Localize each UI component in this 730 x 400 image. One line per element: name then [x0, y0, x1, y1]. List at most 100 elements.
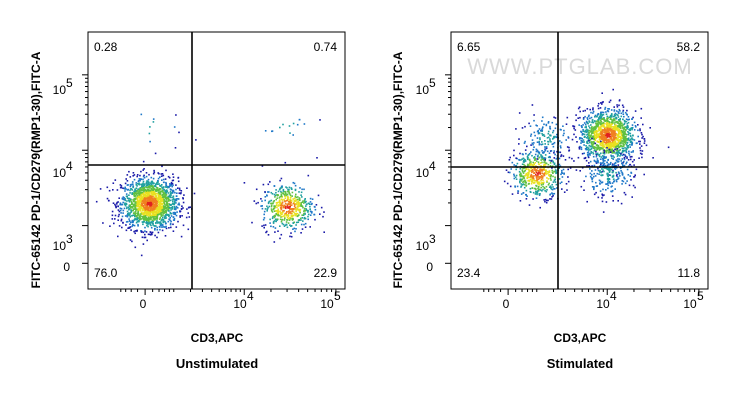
- event-dot: [147, 211, 149, 213]
- event-dot: [532, 177, 534, 179]
- event-dot: [615, 116, 618, 119]
- event-dot: [622, 140, 624, 142]
- x-tick-label: 0: [503, 297, 510, 311]
- event-dot: [608, 141, 610, 143]
- event-dot: [560, 154, 563, 156]
- event-dot: [123, 197, 126, 199]
- event-dot: [559, 140, 561, 142]
- event-dot: [624, 138, 627, 140]
- event-dot: [295, 193, 297, 196]
- event-dot: [601, 193, 603, 196]
- event-dot: [169, 190, 172, 193]
- event-dot: [99, 188, 102, 190]
- event-dot: [274, 218, 277, 221]
- event-dot: [613, 139, 615, 141]
- event-dot: [120, 212, 122, 214]
- event-dot: [541, 150, 543, 152]
- event-dot: [537, 130, 539, 133]
- event-dot: [526, 195, 528, 197]
- event-dot: [142, 180, 145, 183]
- event-dot: [614, 117, 617, 119]
- event-dot: [536, 190, 539, 192]
- event-dot: [522, 177, 525, 179]
- event-dot: [149, 182, 151, 184]
- event-dot: [543, 135, 546, 137]
- event-dot: [134, 207, 137, 209]
- event-dot: [169, 207, 172, 209]
- event-dot: [131, 240, 133, 243]
- event-dot: [291, 215, 294, 218]
- event-dot: [118, 213, 120, 216]
- event-dot: [600, 111, 602, 114]
- event-dot: [140, 113, 143, 116]
- event-dot: [606, 126, 609, 129]
- event-dot: [586, 148, 589, 151]
- event-dot: [146, 194, 148, 197]
- event-dot: [601, 181, 604, 183]
- event-dot: [618, 129, 620, 131]
- event-dot: [309, 208, 311, 211]
- event-dot: [287, 207, 290, 209]
- event-dot: [154, 194, 157, 196]
- event-dot: [159, 205, 162, 207]
- event-dot: [112, 202, 115, 204]
- event-dot: [538, 182, 541, 184]
- event-dot: [161, 173, 164, 175]
- event-dot: [126, 189, 129, 191]
- event-dot: [149, 200, 152, 202]
- event-dot: [558, 163, 561, 166]
- event-dot: [549, 162, 552, 164]
- event-dot: [626, 157, 628, 159]
- event-dot: [290, 199, 293, 202]
- event-dot: [624, 155, 627, 158]
- event-dot: [554, 176, 556, 179]
- event-dot: [579, 116, 581, 119]
- event-dot: [591, 186, 594, 188]
- event-dot: [606, 119, 609, 121]
- x-tick-100000: 105: [683, 289, 704, 311]
- event-dot: [609, 116, 612, 118]
- event-dot: [605, 140, 608, 143]
- event-dot: [614, 144, 616, 147]
- event-dot: [276, 219, 278, 221]
- event-dot: [280, 208, 283, 210]
- event-dot: [580, 125, 583, 127]
- event-dot: [142, 243, 145, 245]
- event-dot: [607, 110, 610, 113]
- event-dot: [608, 101, 611, 103]
- event-dot: [170, 184, 172, 187]
- event-dot: [522, 192, 525, 194]
- event-dot: [277, 211, 280, 213]
- event-dot: [603, 153, 606, 155]
- event-dot: [265, 231, 267, 234]
- event-dot: [267, 202, 270, 205]
- event-dot: [163, 181, 165, 184]
- event-dot: [553, 135, 555, 138]
- event-dot: [582, 139, 585, 141]
- event-dot: [151, 231, 154, 234]
- event-dot: [274, 206, 276, 209]
- event-dot: [543, 167, 545, 170]
- event-dot: [594, 125, 596, 128]
- event-dot: [621, 104, 624, 107]
- event-dot: [604, 106, 607, 109]
- event-dot: [537, 158, 539, 160]
- event-dot: [137, 201, 140, 204]
- event-dot: [144, 233, 146, 236]
- event-dot: [135, 182, 138, 184]
- event-dot: [537, 174, 539, 176]
- event-dot: [291, 214, 294, 217]
- event-dot: [537, 178, 540, 181]
- event-dot: [130, 221, 132, 224]
- event-dot: [160, 173, 163, 175]
- event-dot: [539, 138, 541, 141]
- event-dot: [155, 206, 158, 208]
- event-dot: [596, 115, 598, 118]
- event-dot: [139, 217, 142, 219]
- event-dot: [145, 192, 147, 195]
- event-dot: [596, 120, 598, 122]
- event-dot: [134, 215, 136, 218]
- event-dot: [536, 191, 538, 193]
- event-dot: [507, 171, 510, 174]
- event-dot: [592, 110, 595, 113]
